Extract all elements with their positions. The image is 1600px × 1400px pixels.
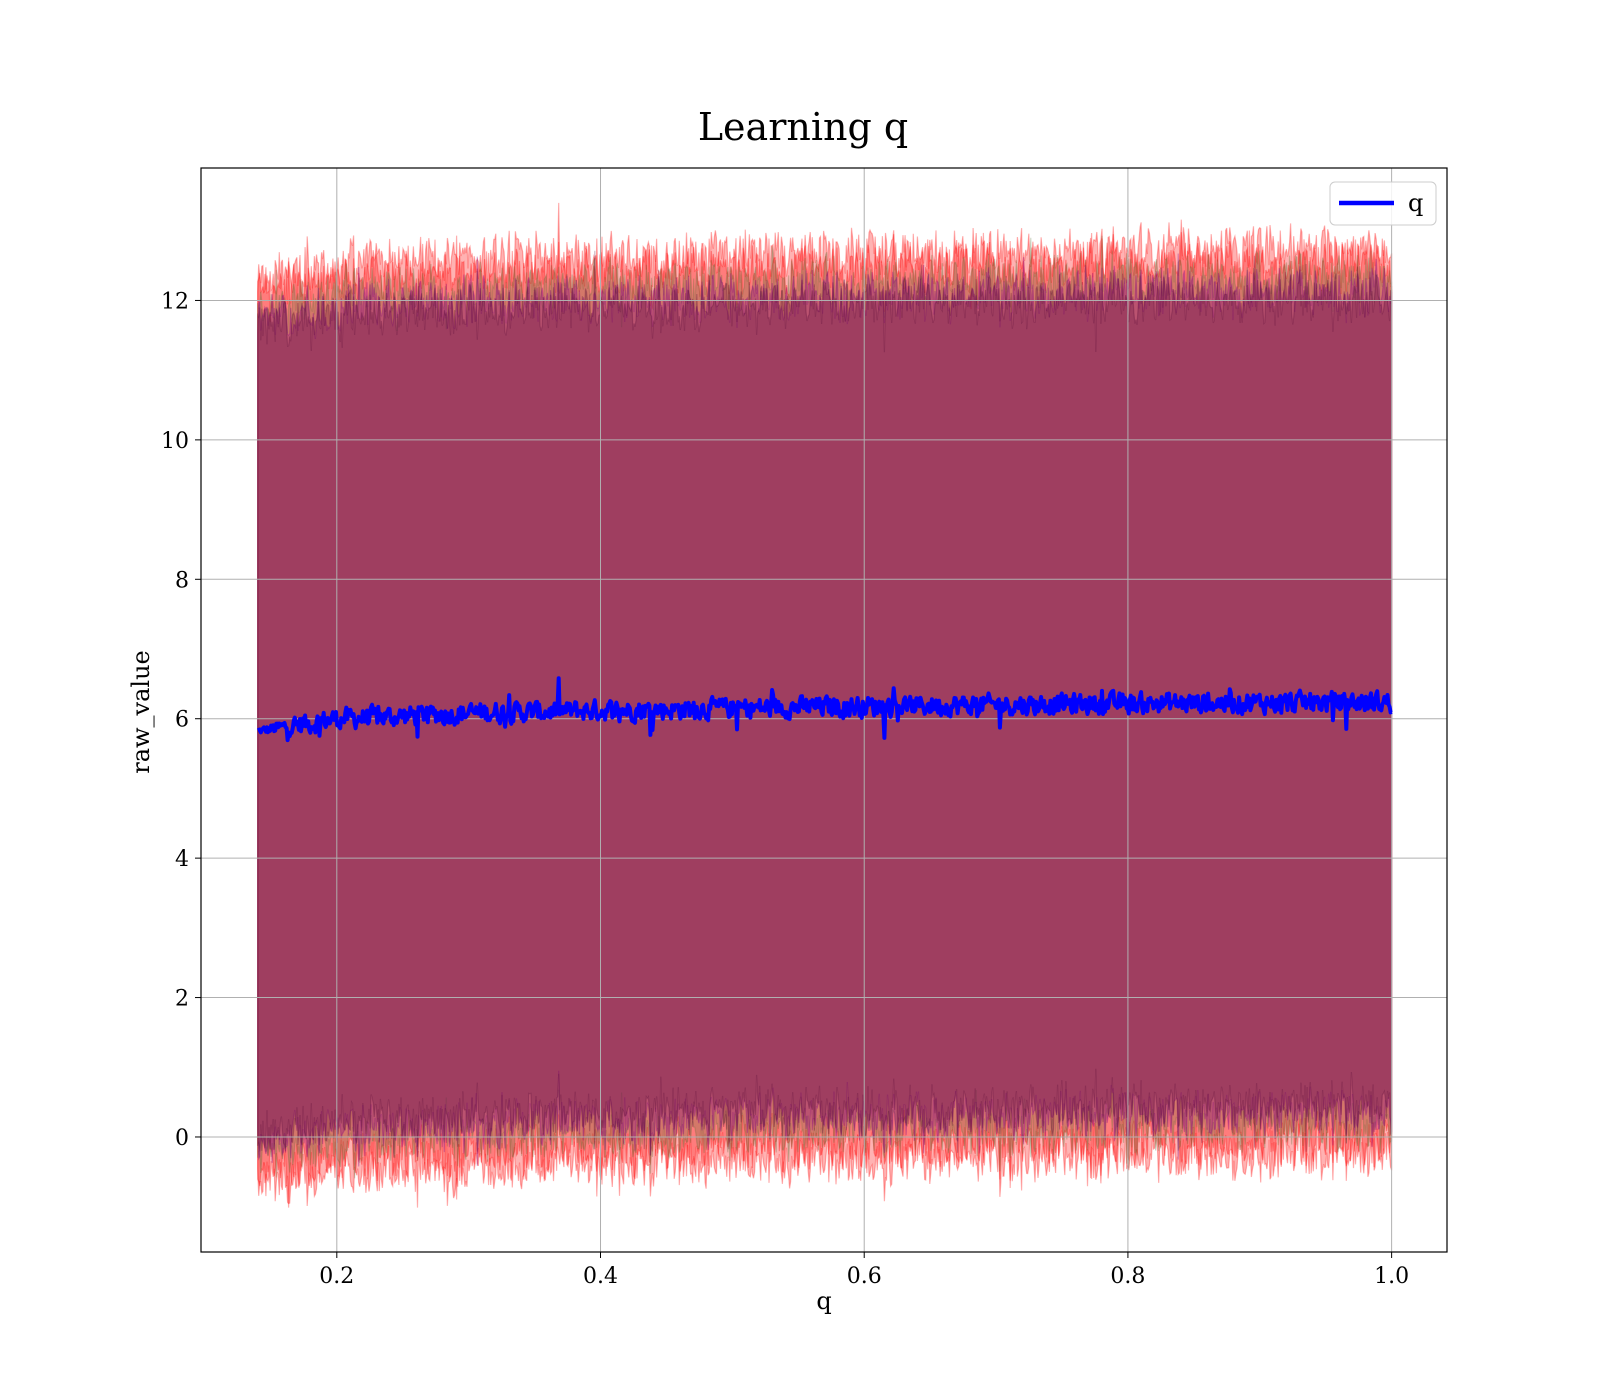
plot-area — [200, 167, 1448, 1253]
x-tick-label: 0.8 — [1110, 1264, 1145, 1289]
legend: q — [1329, 181, 1437, 226]
x-axis: 0.2 0.4 0.6 0.8 1.0 — [319, 1252, 1409, 1289]
x-tick-label: 0.6 — [847, 1264, 882, 1289]
y-tick-label: 12 — [161, 289, 189, 314]
y-tick-label: 8 — [175, 568, 189, 593]
series-line-q — [256, 676, 1393, 743]
x-axis-label: q — [816, 1287, 831, 1315]
y-tick-label: 2 — [175, 987, 189, 1012]
y-tick-label: 0 — [175, 1126, 189, 1151]
legend-label-q: q — [1408, 189, 1423, 217]
y-axis-label: raw_value — [127, 650, 155, 774]
x-tick-label: 0.2 — [319, 1264, 354, 1289]
y-tick-label: 4 — [175, 847, 189, 872]
y-axis: 0 2 4 6 8 10 12 — [161, 289, 201, 1151]
series-lines — [256, 676, 1393, 743]
y-tick-label: 10 — [161, 429, 189, 454]
chart-title: Learning q — [698, 105, 908, 149]
x-tick-label: 1.0 — [1374, 1264, 1409, 1289]
x-tick-label: 0.4 — [583, 1264, 618, 1289]
y-tick-label: 6 — [175, 708, 189, 733]
plot-frame — [200, 167, 1448, 1253]
